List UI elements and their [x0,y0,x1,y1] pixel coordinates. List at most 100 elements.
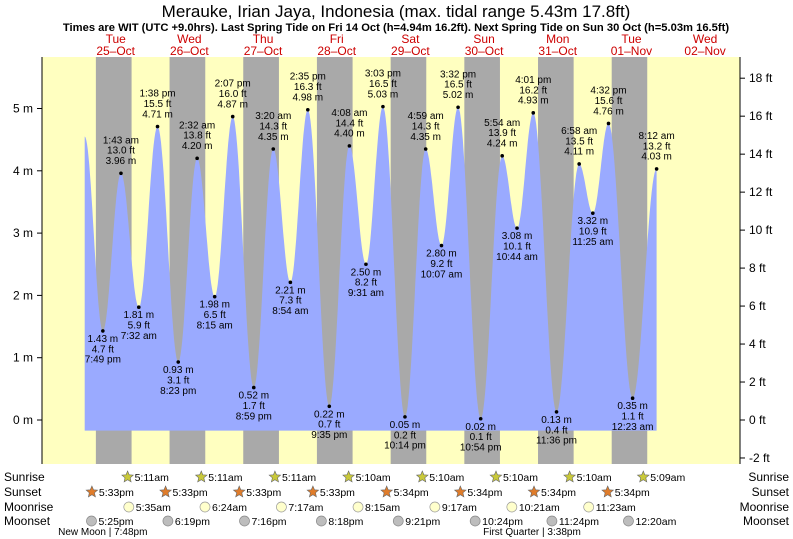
tide-point [306,107,310,112]
moon-phase-new: New Moon | 7:48pm [58,527,147,538]
left-tick-label: 2 m [13,288,33,302]
tide-label-line: 15.5 ft [144,99,172,110]
tide-label-line: 13.9 ft [488,128,516,139]
moonrise-row-label-right: Moonrise [740,500,790,514]
sunrise-event: 5:11am [121,470,169,484]
tide-label-line: 7:49 pm [85,355,121,366]
moonset-time: 6:19pm [175,516,210,528]
sunset-time: 5:33pm [246,487,281,499]
sunset-icon [453,485,467,498]
tide-point [288,280,293,285]
moonrise-event: 8:15am [352,501,400,514]
tide-label-line: 14.3 ft [259,121,287,132]
tide-label-line: 1:38 pm [139,89,175,100]
tide-label-line: 4.76 m [593,106,624,117]
moonrise-time: 8:15am [365,502,400,514]
sunset-icon [306,485,320,498]
tide-label-line: 1.81 m [124,310,155,321]
sunset-row-label-right: Sunset [752,485,790,499]
tide-label-line: 3.08 m [502,231,533,242]
moonset-row-label-right: Moonset [743,514,790,528]
tide-point [251,385,256,390]
low-tide-label: 0.93 m3.1 ft8:23 pm [160,365,196,397]
sunrise-time: 5:10am [577,472,612,484]
sunset-time: 5:34pm [615,487,650,499]
tide-label-line: 4.87 m [217,99,248,110]
moonrise-time: 9:17am [442,502,477,514]
tide-label-line: 5.9 ft [128,321,150,332]
tide-point [403,415,407,419]
tide-label-line: 4.98 m [293,93,324,104]
sunrise-icon [194,470,208,483]
tide-label-line: 8:54 am [272,306,308,317]
right-tick-label: 10 ft [749,223,773,237]
moonset-icon [86,515,97,527]
sunset-time: 5:33pm [173,487,208,499]
sunrise-time: 5:10am [429,472,464,484]
moonrise-row-label-left: Moonrise [4,500,54,514]
tide-point [515,226,519,230]
sunrise-event: 5:10am [489,470,538,484]
tide-label-line: 9.2 ft [430,259,452,270]
sunrise-icon [563,470,577,483]
tide-point [327,404,332,409]
day-date: 25–Oct [96,44,135,58]
moonset-time: 5:25pm [98,516,133,528]
tide-label-line: 3.32 m [578,216,609,227]
sunset-time: 5:33pm [99,487,134,499]
tide-point [230,114,235,119]
moonset-time: 9:21pm [405,516,440,528]
moonset-event: 11:24pm [546,515,599,528]
tide-point [478,416,483,421]
moonrise-event: 10:21am [506,501,560,514]
axes: 0 m 1 m 2 m 3 m 4 m 5 m -2 ft 0 ft 2 ft 4 ft 6 ft 8… [13,57,773,465]
tide-point [606,121,611,126]
day-of-week: Tue [106,32,127,46]
day-date: 31–Oct [538,44,577,58]
moonrise-time: 11:23am [596,502,636,514]
moonrise-event: 7:17am [276,501,324,514]
right-tick-label: 8 ft [749,261,766,275]
tide-label-line: 4.03 m [641,152,672,163]
tide-label-line: 12:23 am [612,422,654,433]
tide-label-line: 0.4 ft [545,425,567,436]
left-tick-label: 3 m [13,226,33,240]
day-of-week: Sun [473,32,494,46]
moonset-event: 10:24pm [469,515,523,528]
sunrise-time: 5:10am [356,472,391,484]
tide-label-line: 14.4 ft [335,118,363,129]
tide-label-line: 14.3 ft [412,121,440,132]
tide-point [176,360,181,364]
moonset-time: 12:20am [635,516,676,528]
moonrise-time: 5:35am [136,502,171,514]
sunset-icon [527,485,541,498]
moonset-event: 9:21pm [392,515,441,528]
moonrise-icon [199,501,211,513]
left-tick-label: 1 m [13,351,33,365]
tide-label-line: 2.21 m [275,285,306,296]
right-tick-label: 0 ft [749,413,766,427]
tide-label-line: 3:03 pm [365,69,401,80]
sunset-icon [159,485,173,498]
tide-label-line: 1.1 ft [621,412,643,423]
sunset-icon [601,485,615,498]
tide-label-line: 9:35 pm [311,430,347,441]
tide-label-line: 11:36 pm [536,436,577,447]
tide-label-line: 3:20 am [255,111,291,122]
sunrise-time: 5:09am [650,472,685,484]
tide-label-line: 0.35 m [617,401,648,412]
tide-label-line: 4.93 m [518,96,549,107]
